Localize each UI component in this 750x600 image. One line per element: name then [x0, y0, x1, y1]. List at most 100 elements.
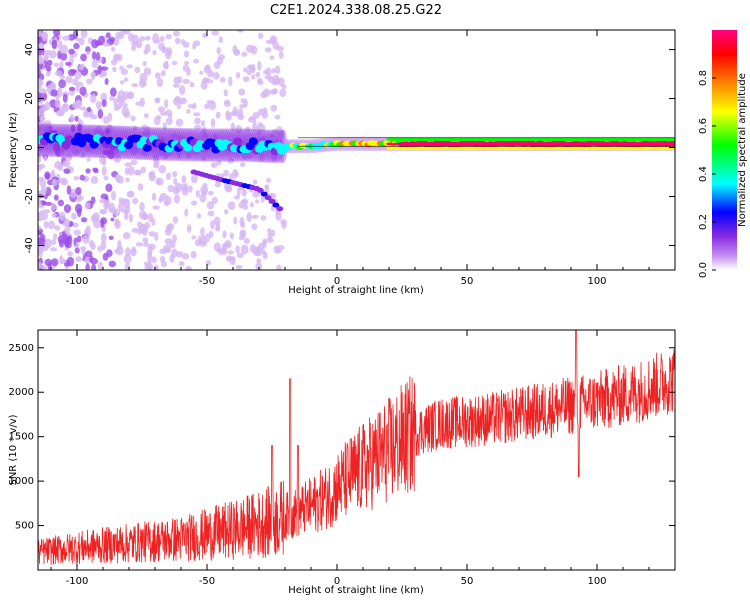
spectrogram-noise-cell [208, 230, 214, 239]
spectrogram-noise-cell [235, 125, 243, 134]
spectrogram-noise-cell [243, 237, 250, 244]
spectrogram-noise-cell [119, 79, 125, 85]
spectrogram-noise-cell [100, 240, 107, 251]
spectrogram-noise-cell [97, 65, 102, 75]
spectrogram-noise-cell [178, 261, 185, 267]
spectrogram-noise-cell [75, 241, 80, 248]
spectrogram-noise-cell [131, 83, 139, 88]
spectrogram-noise-cell [153, 158, 160, 167]
spectrogram-noise-cell [79, 106, 87, 111]
spectrogram-noise-cell [270, 104, 278, 112]
spectrogram-noise-cell [183, 50, 190, 58]
spectrogram-noise-cell [192, 112, 201, 117]
spectrogram-noise-cell [205, 64, 211, 71]
spectrogram-noise-cell [200, 185, 209, 195]
spectrogram-noise-cell [251, 74, 256, 80]
spectrogram-noise-cell [62, 35, 70, 41]
spectrogram-noise-cell [173, 194, 181, 204]
spectrogram-noise-cell [100, 232, 107, 243]
spectrogram-noise-cell [271, 80, 279, 86]
spectrogram-noise-cell [47, 220, 56, 230]
spectrogram-y-ticks: -40 -20 0 20 40 [24, 43, 675, 254]
spectrogram-noise-cell [86, 78, 93, 85]
spectrogram-noise-cell [260, 196, 265, 203]
spectrogram-noise-cell [240, 161, 246, 168]
spectrogram-noise-cell [130, 159, 138, 166]
spectrogram-noise-cell [213, 133, 218, 141]
spectrogram-noise-cell [223, 101, 231, 108]
spectrogram-noise-cell [64, 226, 71, 235]
spectrogram-noise-cell [251, 214, 259, 219]
spectrogram-noise-cell [169, 254, 175, 263]
spectrogram-noise-cell [139, 72, 148, 83]
spectrogram-noise-cell [274, 114, 281, 120]
spectrogram-noise-cell [91, 59, 98, 69]
spectrogram-noise-cell [255, 262, 263, 270]
spectrogram-noise-cell [50, 169, 56, 178]
spectrogram-noise-cell [228, 76, 233, 87]
spectrogram-noise-cell [52, 143, 60, 153]
spectrogram-noise-cell [186, 108, 191, 114]
spectrogram-noise-cell [91, 51, 97, 60]
spectrogram-noise-cell [142, 237, 149, 244]
snr-y-tick-label: 1500 [9, 432, 34, 443]
spectrogram-noise-cell [225, 255, 233, 262]
spectrogram-noise-cell [85, 225, 91, 236]
spectrogram-noise-cell [66, 256, 75, 267]
spectrogram-noise-cell [235, 264, 243, 270]
spectrogram-noise-cell [43, 154, 48, 162]
spectrogram-band-cell [237, 128, 246, 162]
spectrogram-noise-cell [233, 216, 238, 225]
spectrogram-noise-cell [79, 174, 85, 181]
spectrogram-noise-cell [39, 115, 46, 122]
spectrogram-noise-cell [85, 263, 90, 270]
spectrogram-noise-cell [130, 146, 138, 156]
spectrogram-panel: -100 -50 0 50 100 -40 -20 0 20 40 Height of stra… [8, 29, 676, 296]
spectrogram-noise-cell [90, 242, 96, 251]
spectrogram-noise-cell [148, 231, 156, 237]
spectrogram-noise-cell [148, 173, 156, 182]
spectrogram-noise-cell [113, 104, 120, 111]
spectrogram-noise-cell [160, 260, 168, 268]
spectrogram-track-cell [276, 206, 284, 212]
spectrogram-noise-cell [211, 196, 218, 205]
spectrogram-noise-cell [189, 81, 195, 88]
spectrogram-noise-cell [190, 174, 198, 184]
spectrogram-noise-cell [233, 49, 241, 57]
spectrogram-noise-cell [207, 210, 215, 217]
spectrogram-noise-cell [85, 250, 93, 258]
spectrogram-noise-cell [38, 111, 41, 118]
spectrogram-noise-cell [215, 111, 221, 119]
spectrogram-noise-cell [74, 203, 83, 214]
spectrogram-noise-cell [269, 55, 275, 61]
spectrogram-noise-cell [61, 103, 67, 110]
spectrogram-noise-cell [38, 196, 41, 204]
spectrogram-noise-cell [116, 175, 124, 184]
spectrogram-ridge-cell [89, 140, 99, 149]
spectrogram-noise-cell [165, 34, 172, 40]
spectrogram-noise-cell [44, 258, 53, 267]
colorbar-label: Normalized spectral amplitude [737, 73, 748, 227]
spectrogram-noise-cell [117, 239, 122, 250]
spectrogram-noise-cell [180, 97, 188, 105]
spectrogram-noise-cell [173, 177, 178, 185]
spectrogram-noise-cell [57, 87, 63, 98]
spectrogram-noise-cell [71, 212, 77, 220]
spectrogram-noise-cell [95, 51, 101, 61]
spectrogram-noise-cell [143, 67, 152, 76]
spectrogram-noise-cell [265, 39, 273, 45]
spectrogram-noise-cell [174, 182, 182, 193]
spectrogram-noise-cell [257, 122, 263, 128]
spectrogram-noise-cell [165, 172, 172, 181]
spectrogram-noise-cell [213, 72, 220, 80]
spectrogram-noise-cell [66, 185, 72, 195]
spectrogram-ridge-cell [183, 143, 193, 152]
spectrogram-noise-cell [59, 255, 64, 265]
spectrogram-noise-cell [181, 175, 187, 184]
spectrogram-noise-cell [162, 61, 169, 70]
spectrogram-noise-cell [101, 166, 107, 176]
spectrogram-noise-cell [40, 185, 48, 193]
spectrogram-noise-cell [50, 238, 57, 246]
spectrogram-noise-cell [264, 47, 272, 53]
